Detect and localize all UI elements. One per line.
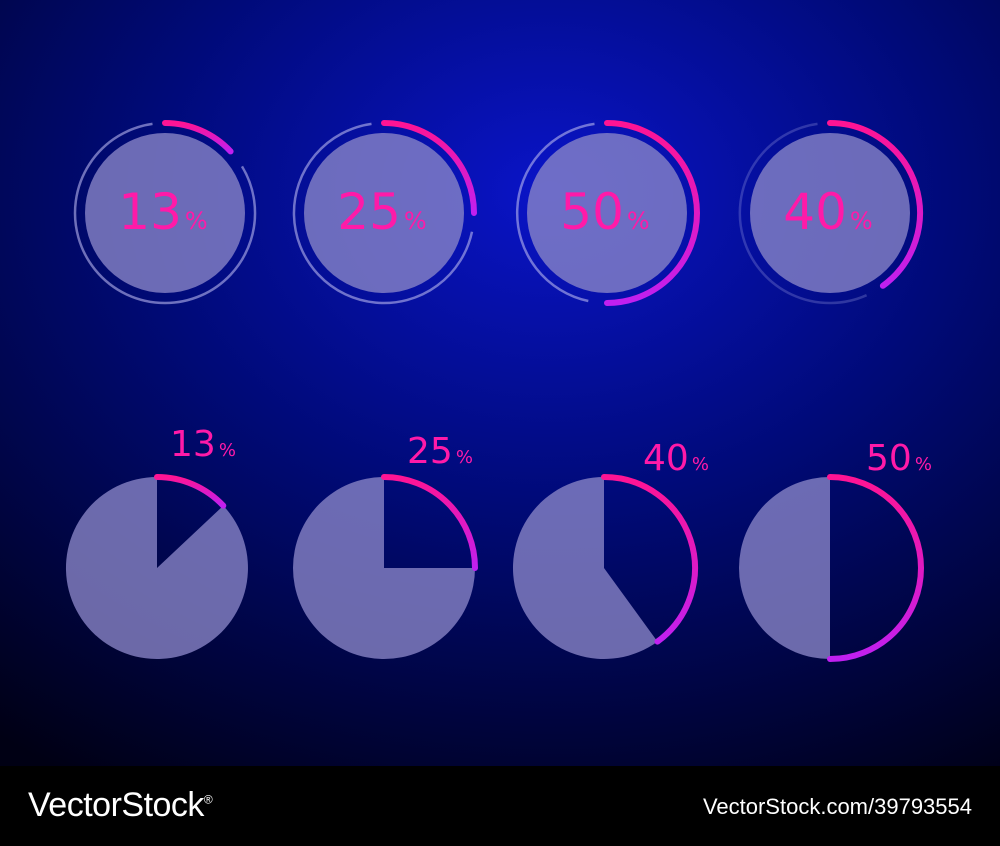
pie-remainder-slice [512, 477, 658, 659]
ring-disc [304, 133, 464, 293]
pie-remainder-slice [739, 477, 830, 659]
pie-remainder-slice [65, 476, 248, 660]
ring-value-label: 25% [337, 183, 426, 241]
footer-bar: VectorStock® VectorStock.com/39793554 [0, 766, 1000, 846]
pie-value-number: 50 [866, 438, 912, 479]
ring-disc [527, 133, 687, 293]
pie-value-number: 40 [643, 438, 689, 479]
pie-chart-row: 13% 25% 40% 50% [65, 424, 932, 662]
pie-chart-1: 13% [65, 424, 248, 660]
pie-value-label: 25% [407, 431, 473, 472]
pie-value-arc [827, 474, 924, 662]
pie-chart-3: 40% [512, 438, 709, 659]
pie-value-arc [154, 474, 227, 509]
pie-remainder-slice [293, 477, 475, 659]
ring-progress-arc [381, 120, 477, 216]
percentage-charts: 13% 25% 50% 40% 13% 25% 40% 50% [0, 0, 1000, 766]
pie-value-label: 13% [170, 424, 236, 465]
brand-logo: VectorStock® [28, 786, 213, 824]
pie-value-label: 50% [866, 438, 932, 479]
progress-ring-3: 50% [515, 120, 700, 306]
pie-value-unit: % [456, 447, 473, 468]
progress-ring-2: 25% [292, 120, 477, 305]
ring-value-label: 50% [560, 183, 649, 241]
ring-progress-arc [162, 120, 234, 155]
ring-track [73, 122, 257, 305]
ring-value-label: 13% [118, 183, 207, 241]
pie-value-arc [381, 474, 478, 571]
ring-value-number: 50 [560, 183, 624, 241]
ring-track [515, 122, 595, 303]
pie-value-unit: % [692, 454, 709, 475]
ring-value-number: 25 [337, 183, 401, 241]
pie-value-arc [601, 474, 698, 645]
pie-value-number: 25 [407, 431, 453, 472]
pie-value-unit: % [219, 440, 236, 461]
ring-disc [750, 133, 910, 293]
ring-value-number: 13 [118, 183, 182, 241]
ring-value-label: 40% [783, 183, 872, 241]
pie-value-label: 40% [643, 438, 709, 479]
pie-chart-4: 50% [739, 438, 932, 662]
ring-value-unit: % [627, 207, 650, 235]
ring-disc [85, 133, 245, 293]
pie-chart-2: 25% [293, 431, 478, 659]
image-credit: VectorStock.com/39793554 [702, 794, 972, 819]
ring-progress-arc [827, 120, 923, 289]
progress-ring-row: 13% 25% 50% 40% [73, 120, 923, 306]
pie-value-number: 13 [170, 424, 216, 465]
ring-value-unit: % [185, 207, 208, 235]
progress-ring-4: 40% [738, 120, 923, 305]
ring-progress-arc [604, 120, 700, 306]
ring-value-unit: % [850, 207, 873, 235]
pie-value-unit: % [915, 454, 932, 475]
ring-track [292, 122, 474, 305]
progress-ring-1: 13% [73, 120, 257, 305]
ring-track [738, 122, 868, 305]
ring-value-number: 40 [783, 183, 847, 241]
ring-value-unit: % [404, 207, 427, 235]
